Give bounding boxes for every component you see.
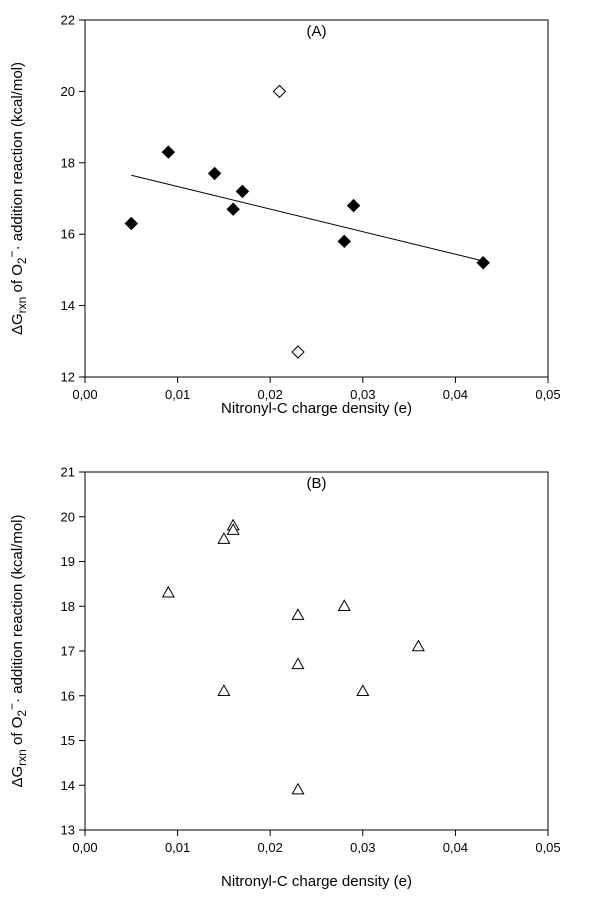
x-tick-label: 0,00	[72, 387, 97, 402]
data-point	[124, 216, 139, 231]
y-tick-label: 17	[61, 644, 75, 659]
x-tick-label: 0,05	[535, 840, 560, 855]
y-tick-label: 21	[61, 465, 75, 480]
y-tick-label: 13	[61, 823, 75, 838]
y-tick-label: 16	[61, 227, 75, 242]
data-point	[226, 523, 240, 535]
data-point	[346, 198, 361, 213]
data-point	[476, 256, 490, 270]
x-axis-title: Nitronyl-C charge density (e)	[221, 873, 412, 890]
x-tick-label: 0,03	[350, 387, 375, 402]
plot-frame	[84, 19, 549, 378]
data-point	[235, 184, 250, 199]
y-tick-label: 18	[61, 599, 75, 614]
x-tick-label: 0,01	[165, 840, 190, 855]
x-tick-label: 0,02	[258, 387, 283, 402]
data-point	[272, 84, 287, 99]
data-point	[356, 684, 370, 696]
chart-panel-2: 0,00 0,01 0,02 0,03 0,04 0,05 13 14 15 16 17 18 19 20…	[5, 465, 561, 891]
data-point	[217, 684, 231, 696]
data-point	[291, 345, 305, 359]
data-point	[291, 608, 305, 620]
data-point	[217, 532, 231, 544]
data-point	[337, 599, 351, 611]
data-point	[207, 166, 222, 181]
x-tick-label: 0,00	[72, 840, 97, 855]
y-axis-title: ΔGrxn of O2−· addition reaction (kcal/mo…	[5, 515, 29, 788]
x-axis-title: Nitronyl-C charge density (e)	[221, 400, 412, 417]
data-point	[226, 202, 240, 216]
y-tick-label: 14	[61, 298, 75, 313]
data-point	[337, 234, 351, 249]
x-tick-label: 0,05	[535, 387, 560, 402]
x-tick-label: 0,02	[258, 840, 283, 855]
y-tick-label: 22	[61, 13, 75, 28]
y-tick-label: 20	[61, 509, 75, 524]
y-tick-label: 19	[61, 554, 75, 569]
panel-label: (A)	[307, 23, 327, 40]
y-tick-label: 16	[61, 688, 75, 703]
data-point	[161, 145, 176, 159]
x-tick-label: 0,01	[165, 387, 190, 402]
x-tick-label: 0,04	[443, 840, 468, 855]
panel-label: (B)	[307, 475, 327, 492]
x-tick-label: 0,03	[350, 840, 375, 855]
chart-panel-1: 0,00 0,01 0,02 0,03 0,04 0,05 12 14 16 18 20 22 (A) N…	[5, 13, 561, 418]
y-axis-title: ΔGrxn of O2−· addition reaction (kcal/mo…	[5, 62, 29, 335]
y-tick-label: 18	[61, 155, 75, 170]
data-point	[161, 585, 175, 598]
x-tick-label: 0,04	[443, 387, 468, 402]
data-point	[291, 657, 305, 670]
y-tick-label: 20	[61, 84, 75, 99]
plot-frame	[84, 471, 549, 831]
data-point	[291, 782, 305, 795]
y-tick-label: 15	[61, 733, 75, 748]
trendline	[131, 174, 484, 262]
y-tick-label: 14	[61, 778, 75, 793]
y-tick-label: 12	[61, 370, 75, 385]
data-point	[411, 639, 425, 652]
